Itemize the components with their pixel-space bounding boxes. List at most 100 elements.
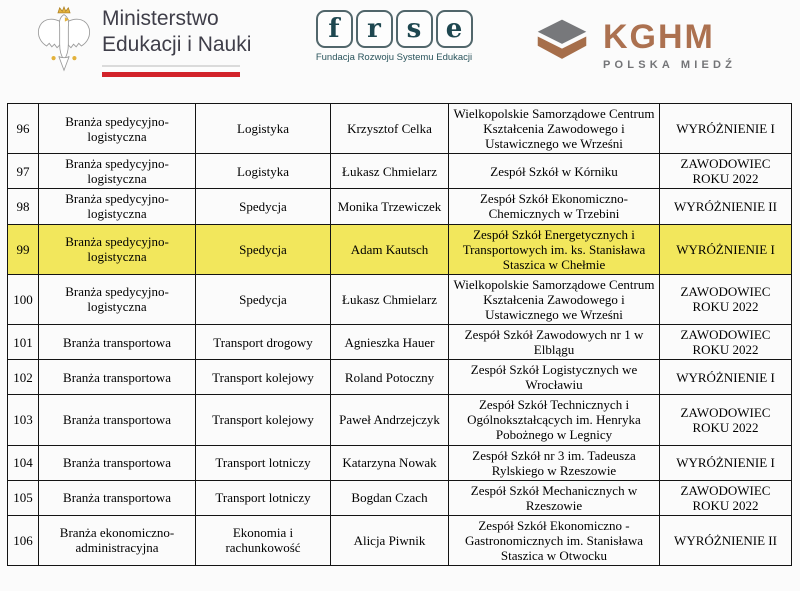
cell-person: Monika Trzewiczek [330, 188, 449, 225]
kghm-logo: KGHM POLSKA MIEDŹ [534, 18, 736, 73]
cell-branch: Branża spedycyjno-logistyczna [38, 188, 196, 225]
cell-award: ZAWODOWIEC ROKU 2022 [659, 394, 792, 446]
table-row: 102 Branża transportowa Transport kolejowy… [7, 359, 792, 396]
cell-no: 103 [7, 394, 39, 446]
frse-letter-s: s [395, 10, 433, 48]
cell-person: Katarzyna Nowak [330, 444, 449, 481]
cell-school: Zespół Szkół nr 3 im. Tadeusza Rylskiego… [448, 444, 660, 481]
cell-award: WYRÓŻNIENIE II [659, 188, 792, 225]
cell-school: Wielkopolskie Samorządowe Centrum Kształ… [448, 102, 660, 155]
award-table-body: 96 Branża spedycyjno-logistyczna Logistyka… [7, 102, 792, 567]
cell-no: 96 [7, 102, 39, 155]
cell-branch: Branża transportowa [38, 394, 196, 446]
cell-person: Alicja Piwnik [330, 514, 449, 567]
table-row: 104 Branża transportowa Transport lotniczy… [7, 444, 792, 481]
cell-person: Paweł Andrzejczyk [330, 394, 449, 446]
cell-category: Transport lotniczy [195, 444, 331, 481]
kghm-subtitle: POLSKA MIEDŹ [603, 59, 737, 71]
cell-category: Spedycja [195, 188, 331, 225]
table-row: 98 Branża spedycyjno-logistyczna Spedycja M… [7, 188, 792, 225]
cell-no: 104 [7, 444, 39, 481]
cell-school: Zespół Szkół Ekonomiczno - Gastronomiczn… [448, 514, 660, 567]
cell-school: Zespół Szkół w Kórniku [448, 153, 660, 190]
kghm-hexagon-icon [534, 18, 590, 73]
cell-school: Zespół Szkół Zawodowych nr 1 w Elblągu [448, 324, 660, 361]
cell-no: 97 [7, 153, 39, 190]
cell-branch: Branża ekonomiczno-administracyjna [38, 514, 196, 567]
frse-letter-r: r [355, 10, 393, 48]
award-table: 96 Branża spedycyjno-logistyczna Logistyka… [7, 102, 792, 567]
cell-person: Adam Kautsch [330, 223, 449, 275]
cell-category: Ekonomia i rachunkowość [195, 514, 331, 567]
cell-branch: Branża spedycyjno-logistyczna [38, 102, 196, 155]
cell-award: WYRÓŻNIENIE I [659, 223, 792, 275]
cell-award: ZAWODOWIEC ROKU 2022 [659, 273, 792, 326]
cell-person: Agnieszka Hauer [330, 324, 449, 361]
cell-branch: Branża transportowa [38, 324, 196, 361]
cell-no: 101 [7, 324, 39, 361]
cell-branch: Branża transportowa [38, 444, 196, 481]
frse-letter-e: e [435, 10, 473, 48]
cell-no: 106 [7, 514, 39, 567]
logo-header: Ministerstwo Edukacji i Nauki f r s e Fu… [0, 0, 800, 102]
cell-category: Transport lotniczy [195, 479, 331, 516]
cell-no: 105 [7, 479, 39, 516]
table-row: 101 Branża transportowa Transport drogowy A… [7, 324, 792, 361]
cell-school: Zespół Szkół Energetycznych i Transporto… [448, 223, 660, 275]
cell-category: Logistyka [195, 102, 331, 155]
cell-branch: Branża spedycyjno-logistyczna [38, 223, 196, 275]
cell-no: 98 [7, 188, 39, 225]
cell-no: 102 [7, 359, 39, 396]
polish-eagle-icon [36, 5, 92, 77]
cell-category: Transport drogowy [195, 324, 331, 361]
ministry-logo: Ministerstwo Edukacji i Nauki [36, 5, 251, 77]
table-row: 96 Branża spedycyjno-logistyczna Logistyka… [7, 102, 792, 155]
kghm-wordmark: KGHM [603, 18, 715, 56]
table-row: 103 Branża transportowa Transport kolejowy… [7, 394, 792, 446]
cell-award: WYRÓŻNIENIE II [659, 514, 792, 567]
ministry-name-line1: Ministerstwo [102, 7, 219, 30]
table-row: 100 Branża spedycyjno-logistyczna Spedycja… [7, 273, 792, 326]
cell-award: ZAWODOWIEC ROKU 2022 [659, 479, 792, 516]
cell-branch: Branża spedycyjno-logistyczna [38, 153, 196, 190]
cell-school: Zespół Szkół Mechanicznych w Rzeszowie [448, 479, 660, 516]
cell-person: Krzysztof Celka [330, 102, 449, 155]
cell-category: Spedycja [195, 223, 331, 275]
table-row: 99 Branża spedycyjno-logistyczna Spedycja A… [7, 223, 792, 275]
table-row: 105 Branża transportowa Transport lotniczy… [7, 479, 792, 516]
table-row: 106 Branża ekonomiczno-administracyjna Eko… [7, 514, 792, 567]
cell-branch: Branża transportowa [38, 479, 196, 516]
cell-category: Transport kolejowy [195, 394, 331, 446]
frse-logo: f r s e Fundacja Rozwoju Systemu Edukacj… [314, 10, 474, 63]
cell-award: WYRÓŻNIENIE I [659, 444, 792, 481]
cell-category: Logistyka [195, 153, 331, 190]
cell-category: Spedycja [195, 273, 331, 326]
cell-school: Zespół Szkół Technicznych i Ogólnokształ… [448, 394, 660, 446]
cell-award: ZAWODOWIEC ROKU 2022 [659, 153, 792, 190]
cell-award: WYRÓŻNIENIE I [659, 102, 792, 155]
cell-branch: Branża transportowa [38, 359, 196, 396]
cell-school: Zespół Szkół Logistycznych we Wrocławiu [448, 359, 660, 396]
frse-letter-f: f [315, 10, 353, 48]
cell-person: Roland Potoczny [330, 359, 449, 396]
ministry-name: Ministerstwo Edukacji i Nauki [102, 6, 251, 59]
cell-school: Zespół Szkół Ekonomiczno-Chemicznych w T… [448, 188, 660, 225]
flag-white-bar [102, 64, 240, 70]
ministry-name-line2: Edukacji i Nauki [102, 33, 252, 57]
frse-subtitle: Fundacja Rozwoju Systemu Edukacji [315, 52, 473, 63]
table-row: 97 Branża spedycyjno-logistyczna Logistyka… [7, 153, 792, 190]
flag-red-bar [102, 71, 240, 77]
cell-no: 100 [7, 273, 39, 326]
frse-letter-boxes: f r s e [314, 10, 474, 48]
cell-person: Łukasz Chmielarz [330, 153, 449, 190]
cell-award: WYRÓŻNIENIE I [659, 359, 792, 396]
cell-school: Wielkopolskie Samorządowe Centrum Kształ… [448, 273, 660, 326]
cell-award: ZAWODOWIEC ROKU 2022 [659, 324, 792, 361]
cell-no: 99 [7, 223, 39, 275]
cell-person: Bogdan Czach [330, 479, 449, 516]
poland-flag-stripe [102, 64, 240, 77]
cell-branch: Branża spedycyjno-logistyczna [38, 273, 196, 326]
cell-category: Transport kolejowy [195, 359, 331, 396]
cell-person: Łukasz Chmielarz [330, 273, 449, 326]
